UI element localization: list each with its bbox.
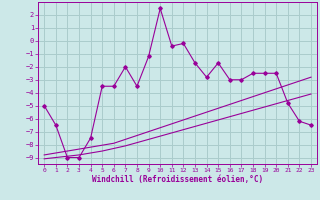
X-axis label: Windchill (Refroidissement éolien,°C): Windchill (Refroidissement éolien,°C) [92, 175, 263, 184]
